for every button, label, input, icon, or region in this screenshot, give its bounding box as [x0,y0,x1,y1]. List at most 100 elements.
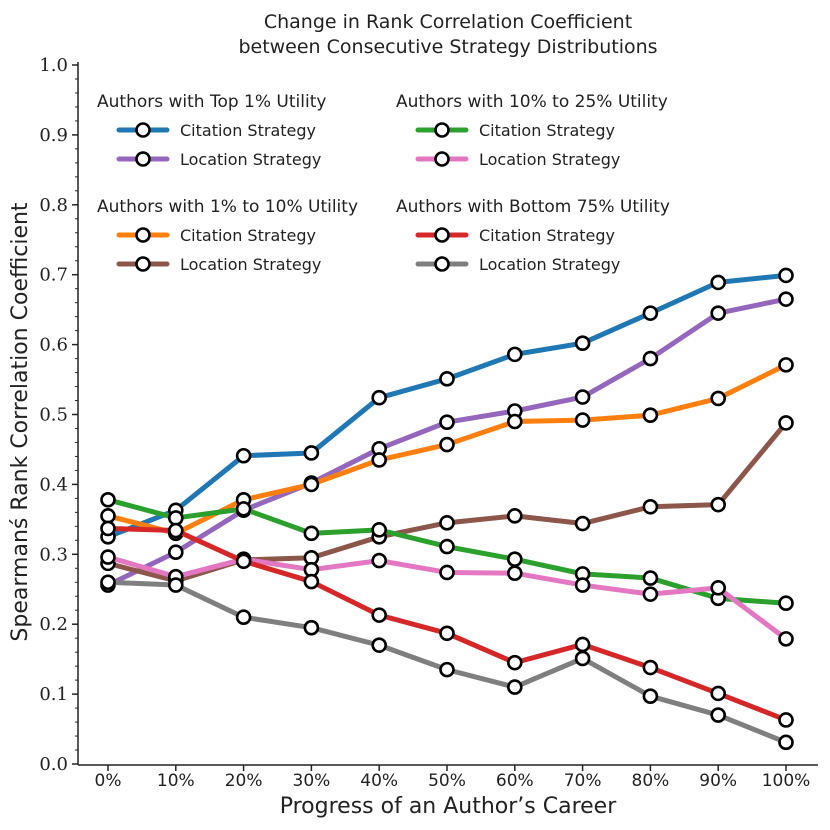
data-point-bottom75-location [642,688,659,704]
data-point-1to10-citation [439,436,455,453]
data-point-bottom75-location [574,650,591,667]
data-point-bottom75-location [235,609,252,626]
series-top1-citation [100,267,794,545]
legend-entry-label: Location Strategy [180,150,321,169]
data-point-1to10-location [506,508,523,524]
data-point-top1-location [642,350,659,367]
x-axis-label: Progress of an Author’s Career [280,794,617,819]
data-point-1to10-citation [371,452,388,468]
y-tick-label: 0.7 [39,265,68,286]
data-point-top1-citation [506,346,523,363]
data-point-top1-citation [371,389,388,406]
data-point-1to10-location [778,415,794,431]
data-point-10to25-location [574,577,591,593]
data-point-1to10-citation [303,476,320,493]
x-tick-label: 30% [293,771,331,791]
data-point-1to10-location [710,496,727,513]
data-point-top1-citation [710,274,727,291]
series-10to25-citation [100,491,794,612]
data-point-top1-citation [778,267,794,284]
axes [77,62,818,766]
data-point-1to10-citation [506,413,523,430]
data-point-10to25-citation [168,510,184,526]
data-point-bottom75-citation [574,636,591,653]
legend-group: Authors with Bottom 75% Utility Citation … [396,197,670,274]
legend-swatch-marker [434,151,450,167]
data-point-bottom75-citation [710,685,727,702]
y-tick-label: 1.0 [39,55,68,76]
data-point-bottom75-citation [506,654,523,671]
legend-swatch-marker [135,151,151,167]
data-point-top1-citation [574,335,591,352]
data-point-bottom75-citation [778,712,794,728]
x-tick-label: 100% [762,771,811,791]
legend-entry-label: Citation Strategy [180,226,316,245]
data-point-10to25-citation [439,538,455,555]
legend-swatch-marker [135,227,151,243]
y-axis-label: Spearmanś Rank Correlation Coefficient [8,202,33,641]
legend-group-title: Authors with Top 1% Utility [97,92,326,112]
data-point-bottom75-location [303,619,320,636]
legend-group-title: Authors with 10% to 25% Utility [396,92,668,112]
legend-swatch-marker [434,256,450,272]
legend-group: Authors with Top 1% Utility Citation Stra… [97,92,326,169]
x-tick-label: 80% [632,771,670,791]
legend-swatch-marker [135,122,151,138]
data-point-bottom75-citation [371,607,388,623]
x-tick-label: 90% [699,771,737,791]
data-point-1to10-citation [710,390,727,407]
x-tick-label: 70% [564,771,602,791]
chart-title: Change in Rank Correlation Coefficient [264,11,632,33]
legend-entry-label: Citation Strategy [479,121,615,140]
x-tick-label: 10% [157,771,195,791]
legend-entry-label: Citation Strategy [180,121,316,140]
data-point-10to25-citation [303,525,320,542]
data-point-10to25-location [506,565,523,581]
data-point-1to10-citation [642,407,659,423]
data-point-1to10-location [439,515,455,531]
data-point-1to10-location [642,498,659,515]
legend-entry-label: Location Strategy [479,255,620,274]
data-point-1to10-citation [100,508,116,524]
data-point-bottom75-location [778,734,794,751]
data-point-top1-location [439,414,455,430]
series-bottom75-citation [100,520,794,728]
data-point-top1-location [168,544,184,561]
legend-swatch-marker [434,122,450,138]
data-point-bottom75-citation [303,573,320,590]
series-layer [100,267,794,751]
data-point-10to25-citation [235,501,252,517]
data-point-top1-citation [642,305,659,321]
data-point-bottom75-location [439,661,455,678]
legend-group: Authors with 10% to 25% Utility Citation … [396,92,668,169]
y-tick-label: 0.2 [39,614,68,635]
data-point-top1-location [778,291,794,307]
data-point-bottom75-citation [168,522,184,539]
data-point-top1-location [710,305,727,321]
legend: Authors with Top 1% Utility Citation Stra… [97,92,670,274]
series-bottom75-location [100,574,794,751]
y-tick-label: 0.3 [39,544,68,565]
y-tick-label: 0.4 [39,474,68,495]
data-point-bottom75-location [100,574,116,591]
series-top1-location [100,291,794,593]
data-point-1to10-citation [574,412,591,428]
data-point-top1-location [574,389,591,405]
y-tick-label: 0.0 [39,754,68,775]
legend-entry-label: Location Strategy [479,150,620,169]
data-point-10to25-citation [100,491,116,508]
legend-swatch-marker [135,256,151,272]
data-point-bottom75-location [168,577,184,593]
data-point-10to25-citation [506,551,523,567]
data-point-10to25-location [371,552,388,569]
x-tick-label: 0% [95,771,122,791]
data-point-1to10-citation [778,357,794,373]
data-point-bottom75-location [506,679,523,695]
y-tick-label: 0.8 [39,195,68,216]
data-point-top1-citation [439,371,455,387]
data-point-10to25-citation [371,522,388,538]
data-point-bottom75-citation [439,625,455,642]
data-point-10to25-location [439,564,455,581]
y-tick-label: 0.9 [39,125,68,146]
